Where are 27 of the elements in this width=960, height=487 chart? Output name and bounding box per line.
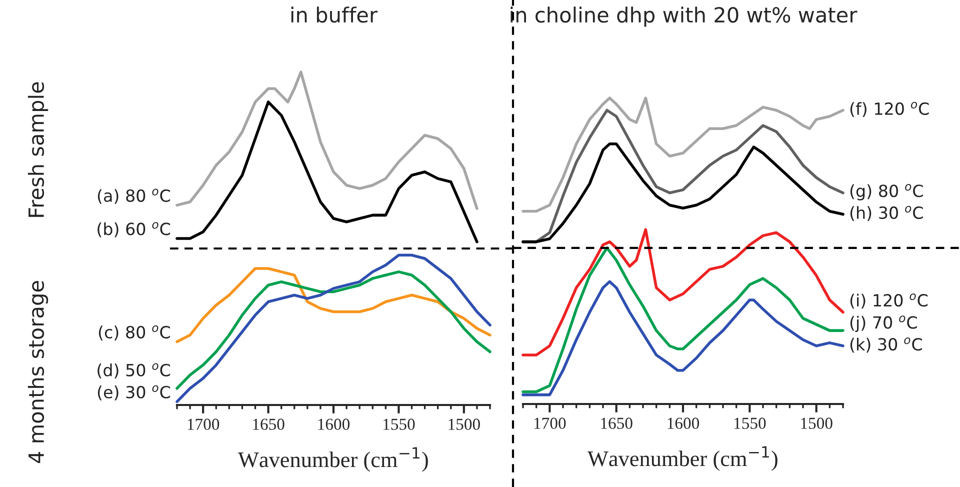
series-label: (a) 80 $^{o}$C <box>98 188 170 204</box>
x-tick-label: 1650 <box>253 418 284 430</box>
x-axis-title: Wavenumber (cm$^{−1}$) <box>238 447 428 472</box>
x-tick-label: 1600 <box>668 418 700 429</box>
x-tick-label: 1500 <box>801 418 832 429</box>
series-label: (e) 30 $^{o}$C <box>98 385 170 400</box>
series-label: (i) 120 $^{o}$C <box>850 293 928 309</box>
x-axis-title: Wavenumber (cm$^{−1}$) <box>587 446 778 471</box>
text: Fresh sample <box>28 82 48 217</box>
series-label: (g) 80 $^{o}$C <box>850 184 923 200</box>
series-label: (d) 50 $^{o}$C <box>98 363 170 378</box>
chart-title: in choline dhp with 20 wt% water <box>510 6 858 27</box>
text: 4 months storage <box>28 281 48 464</box>
series-label: (b) 60 $^{o}$C <box>98 222 170 238</box>
x-tick-label: 1500 <box>448 418 480 430</box>
x-tick-label: 1650 <box>601 418 632 429</box>
series-label: (h) 30 $^{o}$C <box>850 206 923 221</box>
series-label: (c) 80 $^{o}$C <box>98 325 170 340</box>
chart-title: in buffer <box>291 6 378 23</box>
x-tick-label: 1700 <box>188 418 220 430</box>
x-tick-label: 1550 <box>734 418 766 429</box>
x-tick-label: 1700 <box>534 418 566 429</box>
series-label: (k) 30 $^{o}$C <box>850 337 922 353</box>
series-label: (f) 120 $^{o}$C <box>850 102 929 117</box>
x-tick-label: 1550 <box>384 418 415 430</box>
series-label: (j) 70 $^{o}$C <box>850 316 917 332</box>
x-tick-label: 1600 <box>318 418 350 430</box>
